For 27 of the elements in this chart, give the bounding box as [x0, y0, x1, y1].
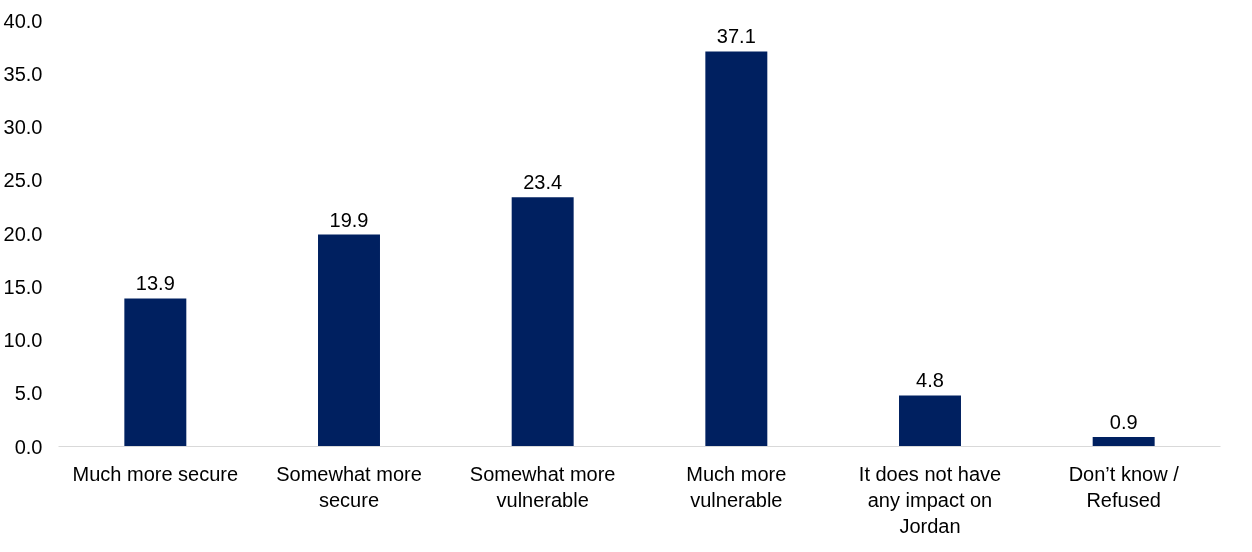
data-label: 4.8 [916, 369, 944, 392]
y-tick-label: 35.0 [3, 62, 43, 85]
y-tick-label: 40.0 [3, 9, 43, 32]
x-tick-label: Much more secure [72, 462, 239, 485]
x-tick-label: Much more vulnerable [686, 462, 787, 511]
bar [899, 395, 961, 447]
y-tick-label: 30.0 [3, 116, 43, 138]
bar [705, 51, 768, 447]
x-tick-label: Somewhat more secure [276, 462, 422, 511]
y-tick-label: 20.0 [3, 222, 43, 245]
x-tick-label: Somewhat more vulnerable [469, 462, 616, 511]
y-tick-label: 15.0 [3, 275, 43, 298]
x-tick-label: It does not have any impact on Jordan [858, 462, 1002, 538]
bar [1092, 436, 1155, 447]
y-tick-label: 0.0 [14, 435, 43, 458]
y-tick-label: 5.0 [14, 382, 43, 405]
data-label: 23.4 [523, 171, 563, 194]
y-tick-label: 10.0 [3, 329, 43, 351]
data-label: 37.1 [716, 25, 756, 48]
bar [511, 197, 574, 447]
y-tick-label: 25.0 [3, 169, 43, 192]
data-label: 0.9 [1109, 410, 1138, 433]
bar [124, 298, 187, 447]
data-label: 19.9 [329, 208, 369, 231]
bar [318, 234, 380, 447]
data-label: 13.9 [135, 272, 175, 295]
x-tick-label: Don’t know / Refused [1068, 462, 1180, 511]
